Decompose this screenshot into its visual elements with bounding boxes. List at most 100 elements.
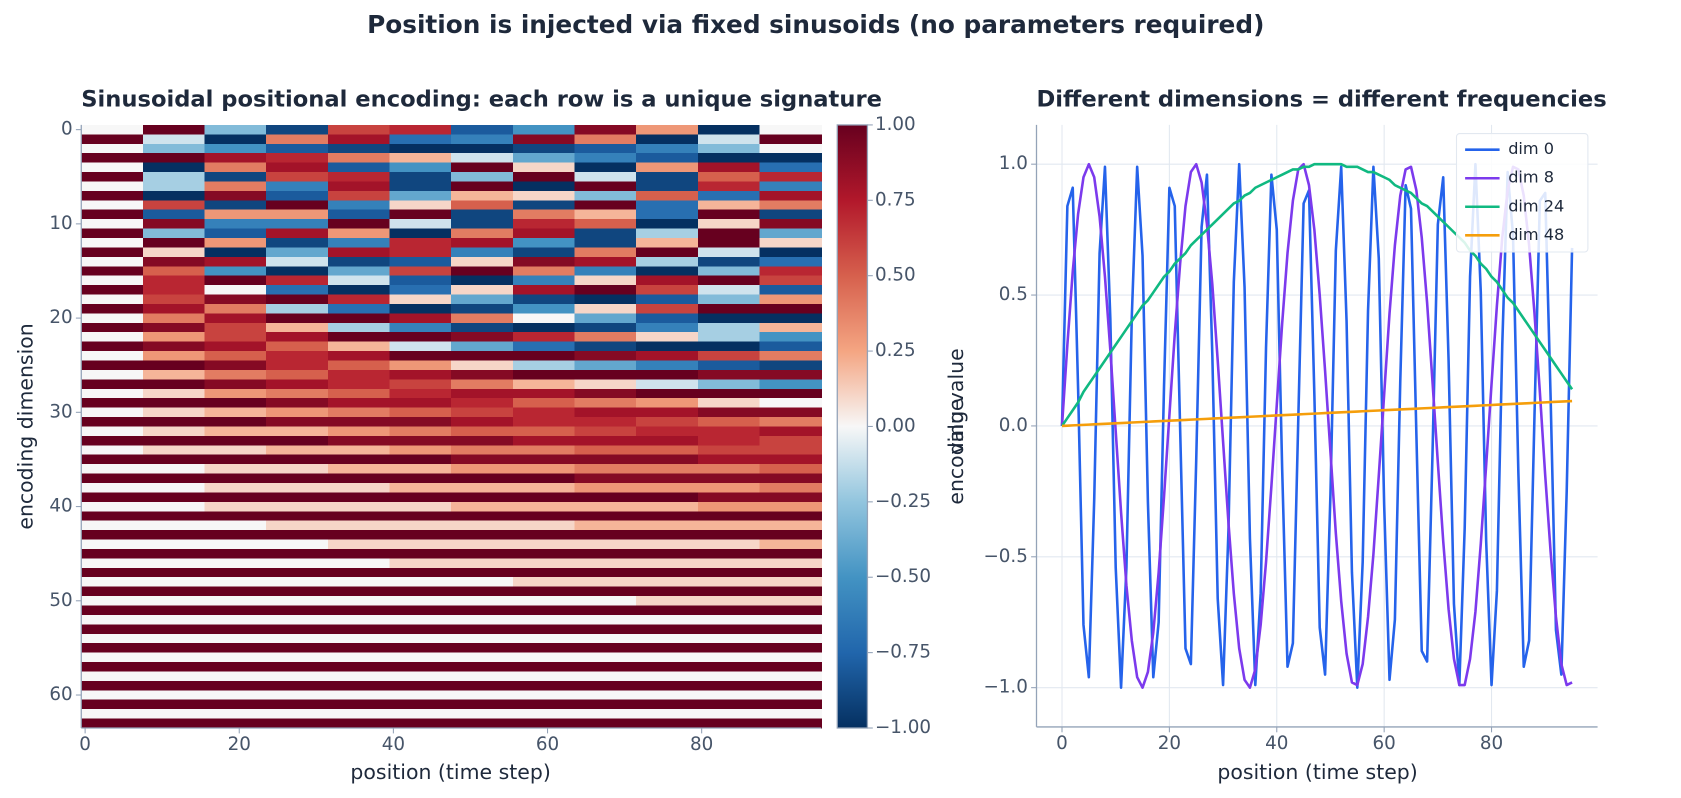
heatmap-cell (389, 445, 452, 456)
heatmap-cell (451, 200, 514, 211)
heatmap-cell (512, 718, 576, 729)
series-line (1061, 399, 1573, 428)
heatmap-cell (266, 473, 329, 484)
heatmap-cell (512, 275, 576, 286)
heatmap-cell (512, 417, 576, 428)
heatmap-cell (636, 313, 699, 324)
heatmap-cell (327, 190, 391, 201)
heatmap-cell (81, 266, 144, 277)
heatmap-cell (636, 285, 699, 296)
heatmap-cell (142, 709, 206, 720)
heatmap-cell (81, 680, 144, 691)
heatmap-cell (697, 435, 761, 446)
heatmap-cell (451, 690, 514, 701)
heatmap-cell (636, 200, 699, 211)
heatmap-cell (451, 596, 514, 607)
heatmap-cell (759, 172, 822, 183)
heatmap-cell (451, 501, 514, 512)
heatmap-cell (512, 360, 576, 371)
heatmap-cell (759, 718, 822, 729)
heatmap-cell (389, 398, 452, 409)
heatmap-cell (266, 200, 329, 211)
heatmap-cell (574, 690, 637, 701)
heatmap-cell (142, 426, 206, 437)
heatmap-cell (81, 605, 144, 616)
heatmap-cell (574, 407, 637, 418)
heatmap-cell (697, 294, 761, 305)
heatmap-cell (759, 275, 822, 286)
heatmap-cell (759, 680, 822, 691)
heatmap-cell (81, 417, 144, 428)
heatmap-cell (389, 379, 452, 390)
colorbar-tick-label: 0.00 (875, 415, 916, 436)
heatmap-cell (204, 379, 267, 390)
heatmap-cell (451, 303, 514, 315)
heatmap-cell (266, 219, 329, 230)
heatmap-cell (759, 162, 822, 173)
heatmap-cell (759, 652, 822, 663)
heatmap-cell (327, 200, 391, 211)
heatmap-cell (697, 520, 761, 531)
heatmap-cell (574, 341, 637, 352)
heatmap-cell (759, 520, 822, 531)
heatmap-cell (204, 624, 267, 635)
heatmap-cell (389, 426, 452, 437)
heatmap-cell (759, 313, 822, 324)
heatmap-cell (636, 605, 699, 616)
heatmap-cell (327, 614, 391, 625)
heatmap-cell (759, 699, 822, 710)
heatmap-cell (636, 718, 699, 729)
heatmap-cell (636, 143, 699, 154)
heatmap-cell (451, 539, 514, 550)
heatmap-cell (204, 680, 267, 691)
legend-label: dim 24 (1508, 196, 1564, 215)
heatmap-cell (266, 643, 329, 654)
heatmap-cell (512, 351, 576, 362)
heatmap-cell (512, 548, 576, 560)
heatmap-cell (697, 332, 761, 343)
y-tick-label: 20 (49, 307, 72, 328)
heatmap-cell (142, 134, 206, 145)
heatmap-cell (574, 539, 637, 550)
heatmap-cell (142, 586, 206, 597)
heatmap-cell (204, 718, 267, 729)
heatmap-cell (512, 633, 576, 644)
heatmap-cell (327, 709, 391, 720)
heatmap-cell (142, 351, 206, 362)
heatmap-cell (697, 153, 761, 164)
legend-label: dim 48 (1508, 225, 1564, 244)
heatmap-cell (81, 219, 144, 230)
heatmap-cell (327, 153, 391, 164)
heatmap-cell (266, 614, 329, 625)
heatmap-cell (451, 464, 514, 475)
heatmap-cell (327, 228, 391, 239)
heatmap-cell (697, 181, 761, 192)
heatmap-cell (327, 369, 391, 380)
heatmap-cell (142, 341, 206, 352)
heatmap-cell (142, 172, 206, 183)
heatmap-cell (697, 200, 761, 211)
heatmap-cell (204, 162, 267, 173)
heatmap-cell (636, 511, 699, 522)
heatmap-cell (451, 567, 514, 578)
heatmap-cell (574, 351, 637, 362)
heatmap-cell (759, 454, 822, 465)
heatmap-cell (574, 624, 637, 635)
heatmap-cell (759, 643, 822, 654)
heatmap-cell (204, 322, 267, 333)
heatmap-cell (697, 652, 761, 663)
heatmap-cell (697, 379, 761, 390)
heatmap-cell (389, 680, 452, 691)
heatmap-cell (636, 690, 699, 701)
heatmap-cell (636, 181, 699, 192)
heatmap-cell (574, 435, 637, 446)
heatmap-cell (389, 143, 452, 154)
heatmap-cell (327, 548, 391, 560)
heatmap-cell (266, 652, 329, 663)
heatmap-cell (142, 473, 206, 484)
heatmap-cell (204, 190, 267, 201)
heatmap-cell (327, 256, 391, 267)
heatmap-cell (574, 134, 637, 145)
heatmap-cell (759, 238, 822, 249)
heatmap-cell (636, 275, 699, 286)
